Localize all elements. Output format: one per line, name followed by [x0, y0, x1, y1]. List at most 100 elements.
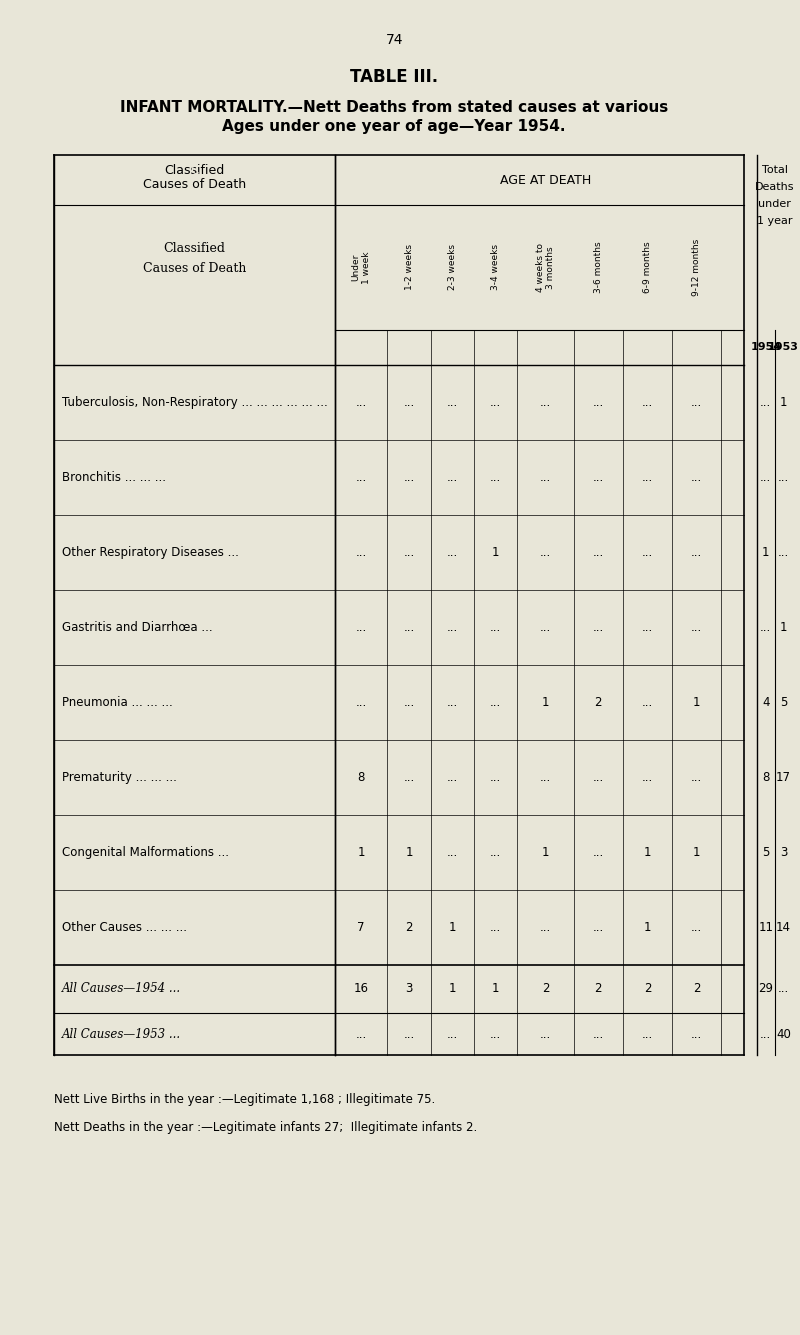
Text: ...: ... [691, 471, 702, 485]
Text: ...: ... [490, 471, 502, 485]
Text: ...: ... [403, 396, 414, 409]
Text: ...: ... [642, 546, 653, 559]
Text: ...: ... [778, 546, 789, 559]
Text: Ages under one year of age—Year 1954.: Ages under one year of age—Year 1954. [222, 120, 566, 135]
Text: 1: 1 [644, 846, 651, 858]
Text: 14: 14 [776, 921, 791, 934]
Text: ...: ... [642, 621, 653, 634]
Text: ...: ... [403, 1028, 414, 1040]
Text: 1: 1 [780, 396, 787, 409]
Text: ...: ... [540, 921, 551, 934]
Text: 1 year: 1 year [757, 216, 792, 226]
Text: ...: ... [642, 396, 653, 409]
Text: AGE AT DEATH: AGE AT DEATH [500, 174, 592, 187]
Text: ...: ... [446, 846, 458, 858]
Text: Total: Total [762, 166, 788, 175]
Text: ...: ... [593, 621, 604, 634]
Text: All Causes—1953 ...: All Causes—1953 ... [62, 1028, 182, 1040]
Text: ...: ... [355, 696, 367, 709]
Text: 1: 1 [358, 846, 365, 858]
Text: Bronchitis ... ... ...: Bronchitis ... ... ... [62, 471, 166, 485]
Text: 29: 29 [758, 983, 774, 996]
Text: ...: ... [760, 1028, 771, 1040]
Text: 2: 2 [594, 983, 602, 996]
Text: 3-6 months: 3-6 months [594, 242, 602, 294]
Text: ...: ... [691, 1028, 702, 1040]
Text: ...: ... [691, 546, 702, 559]
Text: ...: ... [642, 772, 653, 784]
Text: ...: ... [778, 471, 789, 485]
Text: ...: ... [593, 471, 604, 485]
Text: 17: 17 [776, 772, 791, 784]
Text: ...: ... [691, 921, 702, 934]
Text: Classified: Classified [165, 163, 225, 176]
Text: Causes of Death: Causes of Death [143, 179, 246, 191]
Text: Under
1 week: Under 1 week [351, 251, 371, 284]
Text: 6-9 months: 6-9 months [643, 242, 652, 294]
Text: Nett Deaths in the year :—Legitimate infants 27;  Illegitimate infants 2.: Nett Deaths in the year :—Legitimate inf… [54, 1121, 478, 1135]
Text: 1: 1 [492, 983, 499, 996]
Text: 1: 1 [762, 546, 770, 559]
Text: 1: 1 [693, 846, 701, 858]
Text: 3-4 weeks: 3-4 weeks [491, 244, 500, 291]
Text: ...: ... [490, 846, 502, 858]
Text: 8: 8 [762, 772, 770, 784]
Text: ...: ... [593, 1028, 604, 1040]
Text: Pneumonia ... ... ...: Pneumonia ... ... ... [62, 696, 173, 709]
Text: ...: ... [446, 621, 458, 634]
Text: 1953: 1953 [768, 343, 799, 352]
Text: ...: ... [355, 621, 367, 634]
Text: ...: ... [403, 772, 414, 784]
Text: 3: 3 [406, 983, 413, 996]
Text: Tuberculosis, Non-Respiratory ... ... ... ... ... ...: Tuberculosis, Non-Respiratory ... ... ..… [62, 396, 328, 409]
Text: ...: ... [760, 621, 771, 634]
Text: ...: ... [355, 471, 367, 485]
Text: 5: 5 [762, 846, 770, 858]
Text: ...: ... [403, 546, 414, 559]
Text: ...: ... [446, 471, 458, 485]
Text: 1: 1 [780, 621, 787, 634]
Text: ...: ... [593, 396, 604, 409]
Text: All Causes—1954 ...: All Causes—1954 ... [62, 983, 182, 996]
Text: ...: ... [490, 1028, 502, 1040]
Text: ...: ... [540, 621, 551, 634]
Text: 7: 7 [358, 921, 365, 934]
Text: 2: 2 [542, 983, 550, 996]
Text: 1: 1 [492, 546, 499, 559]
Text: INFANT MORTALITY.—Nett Deaths from stated causes at various: INFANT MORTALITY.—Nett Deaths from state… [120, 100, 668, 115]
Text: 1: 1 [644, 921, 651, 934]
Text: ...: ... [355, 1028, 367, 1040]
Text: 16: 16 [354, 983, 369, 996]
Text: ...: ... [593, 772, 604, 784]
Text: ...: ... [446, 396, 458, 409]
Text: 1: 1 [693, 696, 701, 709]
Text: TABLE III.: TABLE III. [350, 68, 438, 85]
Text: Nett Live Births in the year :—Legitimate 1,168 ; Illegitimate 75.: Nett Live Births in the year :—Legitimat… [54, 1093, 435, 1107]
Text: ...: ... [760, 396, 771, 409]
Text: ...: ... [642, 696, 653, 709]
Text: ...: ... [490, 621, 502, 634]
Text: 9-12 months: 9-12 months [692, 239, 702, 296]
Text: ...: ... [490, 921, 502, 934]
Text: under: under [758, 199, 791, 210]
Text: C: C [190, 163, 199, 176]
Text: ...: ... [760, 471, 771, 485]
Text: 74: 74 [386, 33, 403, 47]
Text: ...: ... [490, 396, 502, 409]
Text: 8: 8 [358, 772, 365, 784]
Text: ...: ... [446, 696, 458, 709]
Text: 1-2 weeks: 1-2 weeks [405, 244, 414, 291]
Text: Other Causes ... ... ...: Other Causes ... ... ... [62, 921, 187, 934]
Text: Classified: Classified [164, 242, 226, 255]
Text: ...: ... [540, 772, 551, 784]
Text: ...: ... [593, 546, 604, 559]
Text: ...: ... [540, 1028, 551, 1040]
Text: ...: ... [642, 471, 653, 485]
Text: ...: ... [593, 846, 604, 858]
Text: 1: 1 [542, 846, 550, 858]
Text: 1: 1 [406, 846, 413, 858]
Text: 2: 2 [644, 983, 651, 996]
Text: ...: ... [593, 921, 604, 934]
Text: ...: ... [355, 546, 367, 559]
Text: Causes of Death: Causes of Death [143, 262, 246, 275]
